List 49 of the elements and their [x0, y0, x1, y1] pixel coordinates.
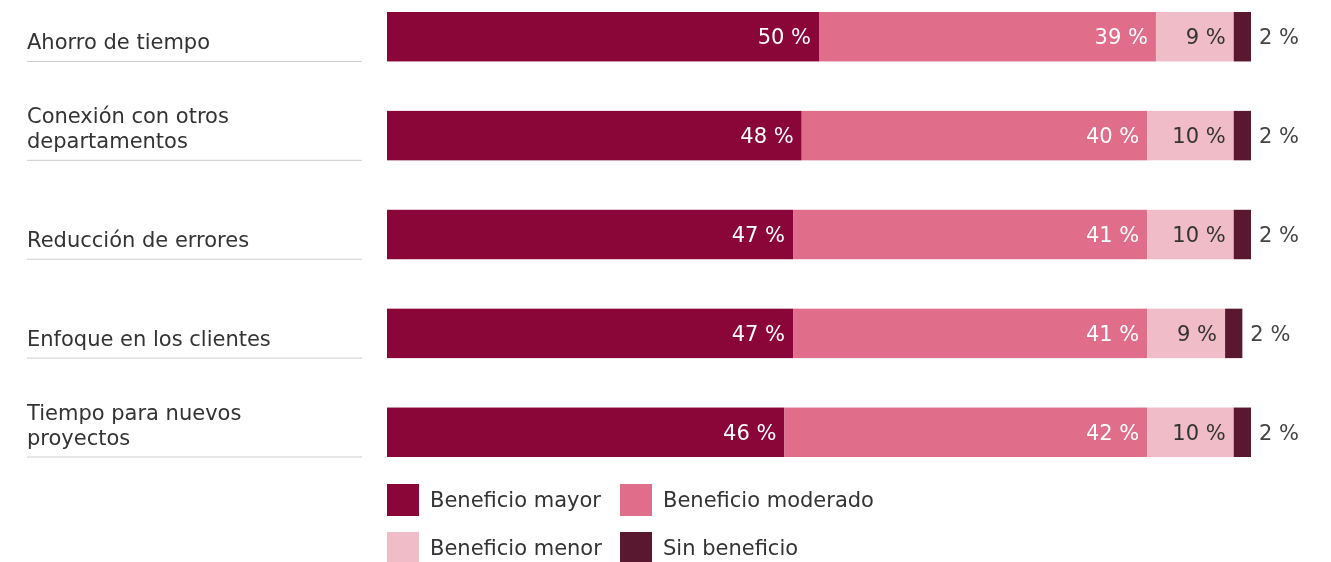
data-label: 40 %: [1085, 123, 1140, 148]
bar: [387, 12, 819, 62]
y-tick-label: Enfoque en los clientes: [27, 327, 271, 352]
bar: [819, 12, 1156, 62]
y-tick-label: Conexión con otros departamentos: [27, 104, 229, 154]
bar: [793, 209, 1148, 260]
bar: [1155, 12, 1234, 62]
bar: [1147, 110, 1234, 161]
y-tick-label: Tiempo para nuevos proyectos: [26, 401, 242, 450]
data-label: 2 %: [1259, 420, 1299, 445]
bar: [1147, 407, 1234, 457]
data-label: 9 %: [1177, 321, 1218, 346]
bar: [387, 209, 794, 260]
bar: [1233, 110, 1251, 161]
data-label: 2 %: [1250, 321, 1291, 346]
data-label: 41 %: [1085, 222, 1140, 247]
data-label: 42 %: [1085, 420, 1140, 445]
data-label: 48 %: [740, 123, 794, 148]
data-label: 41 %: [1085, 321, 1140, 346]
y-tick-label: Ahorro de tiempo: [27, 30, 211, 55]
bar: [1147, 209, 1234, 260]
legend-label: Sin beneficio: [663, 536, 799, 561]
data-label: 2 %: [1259, 25, 1299, 50]
y-tick-label: Reducción de errores: [27, 228, 250, 253]
data-label: 2 %: [1259, 123, 1299, 148]
bar: [1147, 308, 1226, 359]
data-label: 9 %: [1185, 25, 1226, 50]
bar: [387, 407, 785, 457]
legend-label: Beneficio menor: [430, 536, 603, 561]
bar: [801, 110, 1148, 161]
bar: [1233, 209, 1251, 260]
data-label: 47 %: [731, 222, 786, 247]
data-label: 47 %: [731, 321, 786, 346]
bar: [793, 308, 1148, 359]
bar: [387, 308, 794, 359]
legend-label: Beneficio moderado: [663, 488, 874, 513]
data-label: 50 %: [757, 25, 811, 50]
data-label: 46 %: [723, 420, 777, 445]
data-label: 10 %: [1172, 123, 1226, 148]
data-label: 10 %: [1172, 420, 1226, 445]
bar: [1233, 12, 1251, 62]
data-label: 10 %: [1172, 222, 1226, 247]
data-label: 2 %: [1259, 222, 1299, 247]
bar: [784, 407, 1148, 457]
bar: [1233, 407, 1251, 457]
legend-label: Beneficio mayor: [430, 488, 602, 513]
data-label: 39 %: [1094, 25, 1148, 50]
bar: [387, 110, 802, 161]
bar: [1225, 308, 1243, 359]
